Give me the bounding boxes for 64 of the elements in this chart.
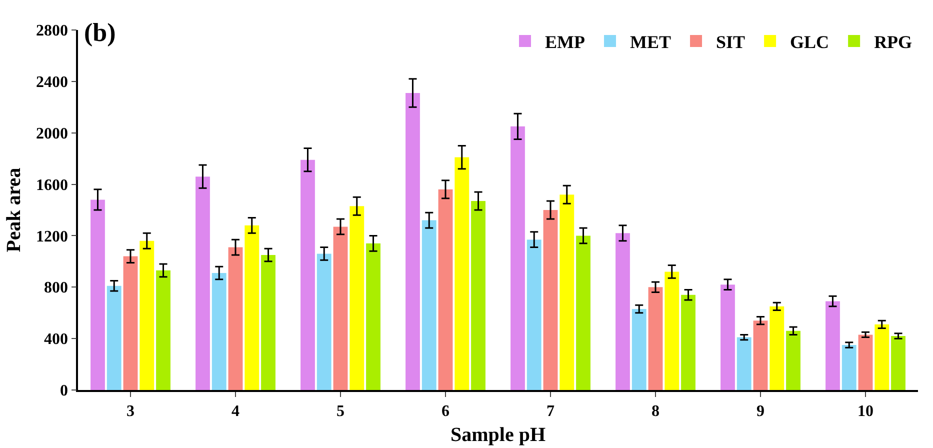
bar [842, 345, 856, 390]
x-tick-label: 6 [442, 402, 450, 420]
bar [858, 334, 873, 390]
bar [576, 236, 590, 390]
y-tick-label: 2000 [36, 125, 68, 142]
bar [510, 126, 525, 390]
bar [753, 320, 768, 390]
y-axis-title: Peak area [3, 168, 26, 252]
bar [616, 233, 630, 390]
y-tick-label: 0 [60, 382, 68, 400]
x-tick-label: 4 [232, 402, 240, 420]
x-tick-label: 8 [652, 402, 660, 420]
bar [648, 287, 663, 390]
bar [681, 294, 696, 390]
bar [156, 270, 170, 390]
annotation: (b) [84, 18, 116, 47]
bar [422, 220, 436, 390]
y-tick-label: 2400 [36, 74, 68, 92]
bar [471, 201, 486, 390]
x-tick-label: 3 [126, 402, 134, 420]
bar [786, 330, 800, 390]
x-tick-label: 5 [336, 402, 344, 420]
bar [560, 194, 574, 390]
y-tick-label: 1200 [36, 228, 68, 246]
bar [406, 93, 420, 390]
legend-label: EMP [545, 32, 585, 52]
bar [106, 286, 122, 390]
y-tick-label: 1600 [36, 176, 68, 194]
bar [438, 189, 453, 390]
bar [366, 243, 380, 390]
bar [526, 240, 542, 390]
bar [770, 306, 784, 390]
bar [123, 256, 138, 390]
legend-label: MET [630, 32, 672, 52]
x-axis-title: Sample pH [450, 424, 546, 446]
y-tick-label: 2800 [36, 22, 68, 40]
bar [300, 160, 315, 390]
bar [720, 284, 735, 390]
x-tick-label: 10 [858, 402, 874, 420]
bar [316, 254, 332, 390]
bar [350, 206, 364, 390]
bar [891, 336, 906, 390]
legend-label: GLC [790, 32, 830, 52]
bar [212, 273, 226, 390]
bar [90, 200, 105, 390]
bar [140, 240, 154, 390]
bar [543, 210, 558, 390]
bar [333, 226, 348, 390]
bar [454, 157, 470, 390]
bar [736, 337, 752, 390]
y-tick-label: 800 [44, 280, 68, 297]
legend-label: SIT [716, 32, 746, 52]
bar [261, 255, 276, 390]
bar [874, 324, 890, 390]
x-tick-label: 9 [756, 402, 764, 420]
bar [632, 309, 646, 390]
bar [664, 272, 680, 390]
y-tick-label: 400 [44, 331, 68, 348]
x-tick-label: 7 [546, 402, 554, 420]
bar [228, 247, 243, 390]
bar [826, 301, 840, 390]
bar [196, 176, 210, 390]
bar [244, 225, 260, 390]
legend-label: RPG [874, 32, 912, 52]
